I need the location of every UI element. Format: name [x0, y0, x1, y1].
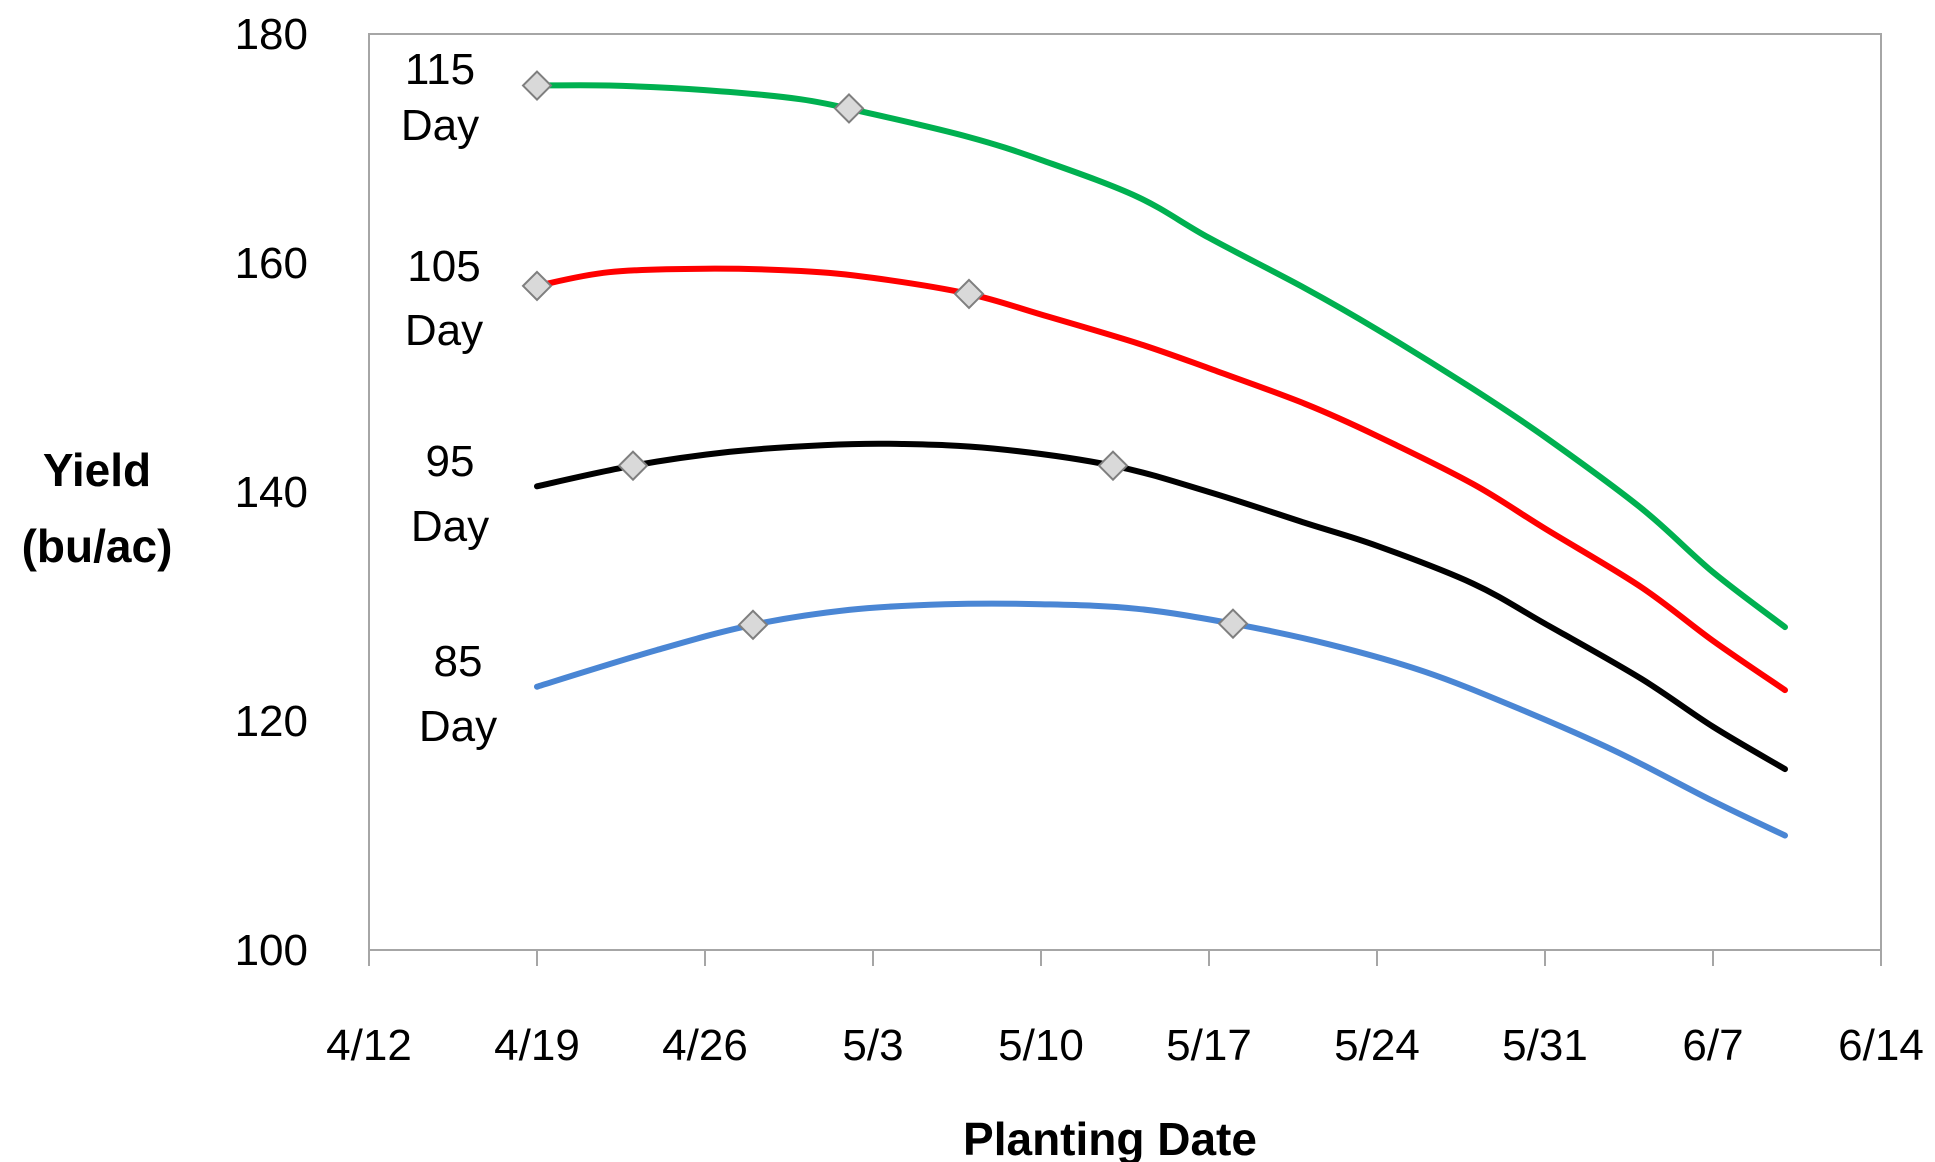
series-line-95-day: [534, 440, 1788, 773]
x-tick-label: 5/17: [1166, 1021, 1252, 1070]
diamond-marker: [737, 609, 769, 641]
x-tick-label: 5/24: [1334, 1021, 1420, 1070]
y-tick-label: 140: [235, 468, 308, 517]
x-tick-label: 4/12: [326, 1021, 412, 1070]
series-line-115-day: [534, 82, 1788, 631]
series-labels: 115 Day 105 Day 95 Day 85 Day: [401, 45, 497, 751]
x-tick-label: 6/7: [1682, 1021, 1743, 1070]
plot-area-frame: [368, 33, 1882, 951]
diamond-marker: [953, 278, 985, 310]
x-tick-label: 5/31: [1502, 1021, 1588, 1070]
diamond-marker: [617, 450, 649, 482]
y-tick-label: 100: [235, 926, 308, 975]
y-tick-label: 120: [235, 697, 308, 746]
x-tick-label: 4/19: [494, 1021, 580, 1070]
series-label-unit: Day: [419, 702, 497, 751]
series-line-105-day: [534, 265, 1788, 694]
series-label-number: 115: [405, 45, 475, 94]
x-tick-label: 6/14: [1838, 1021, 1924, 1070]
y-axis-title-line1: Yield: [43, 444, 151, 496]
diamond-marker: [1217, 608, 1249, 640]
x-tick-label: 4/26: [662, 1021, 748, 1070]
series-label-number: 95: [426, 437, 475, 486]
series-label-number: 85: [434, 637, 483, 686]
x-tick-label: 5/10: [998, 1021, 1084, 1070]
series-label-unit: Day: [411, 502, 489, 551]
series-label-unit: Day: [405, 306, 483, 355]
y-axis-title-line2: (bu/ac): [22, 520, 173, 572]
diamond-marker: [521, 270, 553, 302]
series-label-number: 105: [407, 242, 480, 291]
y-tick-label: 160: [235, 239, 308, 288]
x-axis-tick-labels: 4/12 4/19 4/26 5/3 5/10 5/17 5/24 5/31 6/7 6/14: [326, 1021, 1924, 1070]
series-markers: [521, 70, 1249, 641]
diamond-marker: [1097, 450, 1129, 482]
y-tick-label: 180: [235, 10, 308, 59]
y-axis-tick-labels: 100 120 140 160 180: [235, 10, 308, 975]
diamond-marker: [521, 70, 553, 101]
diamond-marker: [833, 93, 865, 124]
series-label-unit: Day: [401, 101, 479, 150]
x-axis-title: Planting Date: [963, 1113, 1257, 1162]
x-axis-ticks: [368, 950, 1882, 966]
x-tick-label: 5/3: [842, 1021, 903, 1070]
